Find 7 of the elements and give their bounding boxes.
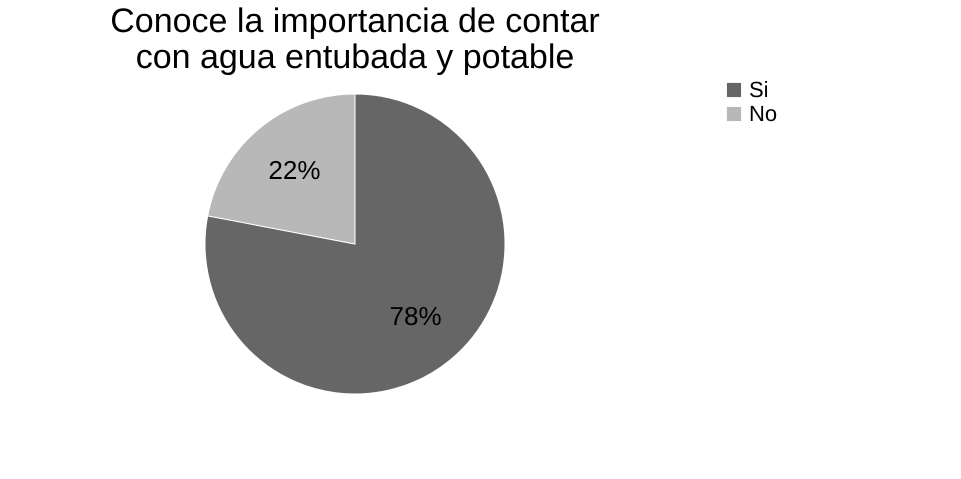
data-label: 78% — [390, 301, 442, 332]
text: con agua entubada y potable — [136, 38, 574, 76]
data-label: 22% — [268, 154, 320, 185]
text: Conoce la importancia de contar — [110, 2, 600, 40]
pie-slice — [204, 94, 506, 394]
legend-label: No — [749, 101, 778, 126]
legend-label: Si — [749, 77, 769, 102]
